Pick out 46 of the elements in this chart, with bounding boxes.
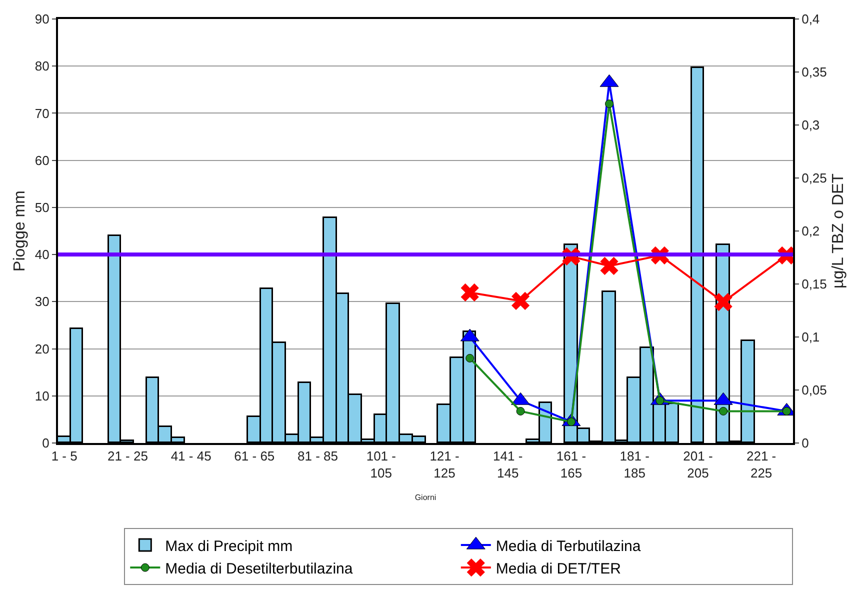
point [460,283,479,302]
legend-label: Media di DET/TER [496,560,622,578]
x-tick-label: 161 - 165 [556,448,586,480]
y2-tick-label: 0,25 [802,170,827,186]
x-tick-label: 121 - 125 [430,448,460,480]
y-tick-label: 50 [34,200,50,215]
x-tick-label: 1 - 5 [51,448,78,464]
point [516,406,525,416]
y2-axis-title: µg/L TBZ o DET [830,173,848,289]
y-tick-label: 80 [34,58,50,74]
y-tick-label: 90 [34,12,50,27]
x-tick-label: 201 - 205 [683,448,713,480]
x-tick-label: 21 - 25 [107,448,148,464]
y2-tick-label: 0,05 [802,382,827,398]
y2-tick-label: 0 [802,436,809,451]
x-tick-label: 101 - 105 [366,448,396,480]
y-axis-title: Piogge mm [11,190,28,272]
x-tick-label: 81 - 85 [298,448,338,464]
point [466,354,474,362]
legend-label: Max di Precipit mm [165,538,293,555]
y-tick-label: 0 [42,436,50,451]
y2-tick-label: 0,4 [802,12,820,27]
y-tick-label: 60 [34,152,50,168]
point [714,292,732,312]
point [719,406,728,416]
point [600,256,618,276]
y2-tick-label: 0,3 [802,118,820,133]
y2-tick-label: 0,1 [802,330,820,345]
legend-label: Media di Terbutilazina [496,538,642,555]
y2-tick-label: 0,2 [802,224,820,239]
x-axis-title: Giorni [414,493,436,502]
point [605,100,614,108]
x-tick-label: 61 - 65 [234,448,275,464]
y2-tick-label: 0,35 [802,64,827,80]
y-tick-label: 70 [34,106,50,121]
x-tick-label: 181 - 185 [620,448,650,480]
y-tick-label: 30 [34,294,50,310]
y2-tick-label: 0,15 [802,276,827,292]
legend-label: Media di Desetilterbutilazina [165,560,354,578]
x-tick-label: 141 - 145 [493,448,523,480]
y-tick-label: 10 [34,388,50,404]
y-tick-label: 40 [34,247,50,262]
x-tick-label: 41 - 45 [170,448,212,464]
point [511,292,530,310]
x-tick-label: 221 - 225 [746,448,776,480]
y-tick-label: 20 [34,341,50,356]
